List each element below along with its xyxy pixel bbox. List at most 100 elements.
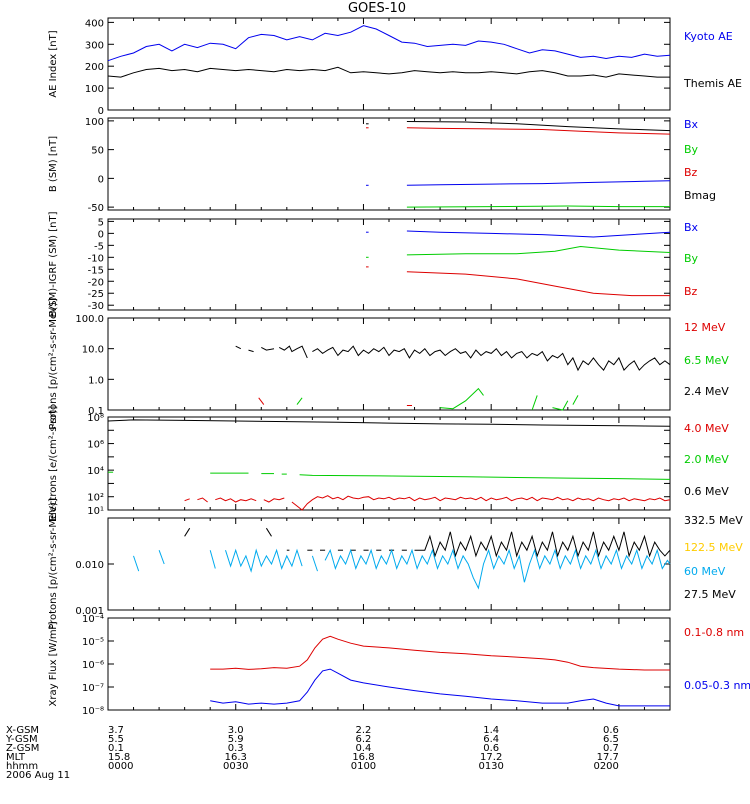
- panel-6-series-line: [209, 550, 216, 569]
- panel-4-y-axis-label: Protons [p/(cm²-s-sr-MeV)]: [48, 298, 59, 430]
- panel-3-y-tick-label: -30: [88, 301, 104, 312]
- panel-7-frame: [107, 617, 671, 711]
- panel-4-series-line: [552, 400, 569, 411]
- footer-row-value: 6.5: [603, 734, 619, 745]
- panel-1-y-tick-label: 200: [85, 62, 104, 73]
- panel-4-series-line: [312, 345, 671, 372]
- panel-2-legend-entry: Bz: [684, 166, 698, 179]
- panel-3-legend-entry: Bz: [684, 285, 698, 298]
- panel-6-legend-entry: 332.5 MeV: [684, 514, 743, 527]
- panel-2-series-line: [406, 121, 671, 132]
- footer-row-value: 6.2: [356, 734, 372, 745]
- panel-4-series-line: [296, 397, 303, 405]
- panel-6-series-line: [414, 531, 671, 558]
- panel-1-series-line: [107, 25, 671, 62]
- footer-row-value: 0.1: [108, 743, 124, 754]
- footer-row-value: 5.9: [228, 734, 244, 745]
- footer-row-value: 15.8: [108, 752, 130, 763]
- panel-3-series-line: [406, 245, 671, 256]
- panel-2-series-line: [406, 180, 671, 186]
- panel-1-y-tick-label: 0: [98, 106, 104, 117]
- footer-row-value: 3.0: [228, 725, 244, 736]
- panel-6-y-tick-label: 0.010: [75, 560, 104, 571]
- panel-1-series-line: [107, 66, 670, 78]
- footer-row-name: MLT: [6, 752, 26, 763]
- footer-row-value: 0130: [478, 761, 503, 772]
- panel-7-legend-entry: 0.05-0.3 nm: [684, 679, 750, 692]
- panel-3-y-tick-label: 0: [98, 229, 104, 240]
- panel-1-y-tick-label: 100: [85, 84, 104, 95]
- panel-4-series-line: [248, 349, 254, 353]
- panel-2-series-line: [406, 127, 671, 135]
- panel-4-series-line: [531, 395, 538, 411]
- panel-5-series-line: [197, 497, 208, 503]
- footer-row-name: Z-GSM: [6, 743, 39, 754]
- panel-5-y-tick-label: 10⁴: [87, 466, 104, 477]
- panel-5-y-tick-label: 10⁶: [87, 440, 104, 451]
- footer-date: 2006 Aug 11: [6, 770, 70, 781]
- panel-6-y-axis-label: Protons [p/(cm²-s-sr-MeV)]: [48, 498, 59, 630]
- panel-7-y-tick-label: 10⁻⁶: [82, 660, 104, 671]
- panel-3-series-line: [406, 230, 671, 238]
- footer-row-value: 16.8: [352, 752, 374, 763]
- panel-3-y-tick-label: -15: [88, 265, 104, 276]
- panel-4-series-line: [572, 395, 579, 405]
- panel-5-y-axis-label: Electrons [e/(cm²-s-sr)]: [48, 406, 59, 522]
- panel-4-legend-entry: 2.4 MeV: [684, 385, 729, 398]
- footer-row-value: 0200: [593, 761, 618, 772]
- panel-1-legend-entry: Kyoto AE: [684, 30, 733, 43]
- panel-7-y-axis-label: Xray Flux [W/m²]: [48, 621, 59, 706]
- panel-1-y-tick-label: 300: [85, 40, 104, 51]
- panel-2-y-tick-label: 50: [91, 146, 104, 157]
- panel-4-frame: [107, 317, 671, 411]
- footer-row-value: 0100: [351, 761, 376, 772]
- panel-4-y-tick-label: 1.0: [88, 375, 104, 386]
- footer-row-value: 17.2: [480, 752, 502, 763]
- panel-5-series-line: [107, 419, 671, 427]
- panel-6-series-line: [158, 550, 165, 565]
- panel-7-y-tick-label: 10⁻⁷: [82, 683, 104, 694]
- panel-5-legend-entry: 2.0 MeV: [684, 453, 729, 466]
- panel-6-legend-entry: 122.5 MeV: [684, 541, 743, 554]
- footer-row-value: 0.6: [603, 725, 619, 736]
- footer-row-name: Y-GSM: [5, 734, 38, 745]
- footer-row-value: 6.4: [483, 734, 499, 745]
- panel-6-series-line: [133, 555, 140, 572]
- footer-row-value: 0030: [223, 761, 248, 772]
- panel-5-y-tick-label: 10²: [87, 493, 104, 504]
- footer-row-value: 17.7: [597, 752, 619, 763]
- panel-3-y-tick-label: -10: [88, 253, 104, 264]
- panel-5-frame: [107, 416, 671, 511]
- panel-1-legend-entry: Themis AE: [683, 77, 742, 90]
- panel-4-series-line: [258, 397, 265, 405]
- footer-row-value: 1.4: [483, 725, 499, 736]
- panel-3-y-tick-label: -20: [88, 277, 104, 288]
- panel-2-y-tick-label: -50: [88, 203, 104, 214]
- panel-3-y-tick-label: -5: [94, 241, 104, 252]
- footer-row-value: 0.4: [356, 743, 372, 754]
- panel-3-y-axis-label: B(SM)-IGRF (SM) [nT]: [48, 211, 59, 317]
- panel-4-y-tick-label: 10.0: [82, 345, 104, 356]
- panel-4-y-tick-label: 0.1: [88, 406, 104, 417]
- panel-7-y-tick-label: 10⁻⁵: [82, 637, 104, 648]
- footer-row-value: 3.7: [108, 725, 124, 736]
- panel-2-y-tick-label: 0: [98, 174, 104, 185]
- plot-title: GOES-10: [348, 1, 406, 16]
- panel-4-series-line: [261, 346, 275, 351]
- panel-3-series-line: [406, 271, 670, 297]
- panel-3-y-tick-label: 5: [98, 217, 104, 228]
- panel-6-series-line: [225, 548, 303, 573]
- panel-5-series-line: [215, 497, 257, 503]
- panel-3-frame: [107, 218, 671, 311]
- panel-7-legend-entry: 0.1-0.8 nm: [684, 626, 744, 639]
- panel-6-legend-entry: 60 MeV: [684, 565, 726, 578]
- panel-4-series-line: [278, 345, 308, 359]
- footer-row-value: 2.2: [356, 725, 372, 736]
- panel-5-series-line: [291, 495, 671, 511]
- footer-row-value: 0.6: [483, 743, 499, 754]
- panel-2-y-tick-label: 100: [85, 117, 104, 128]
- footer-row-name: hhmm: [6, 761, 38, 772]
- panel-2-y-axis-label: B (SM) [nT]: [48, 136, 59, 192]
- footer-row-value: 0.3: [228, 743, 244, 754]
